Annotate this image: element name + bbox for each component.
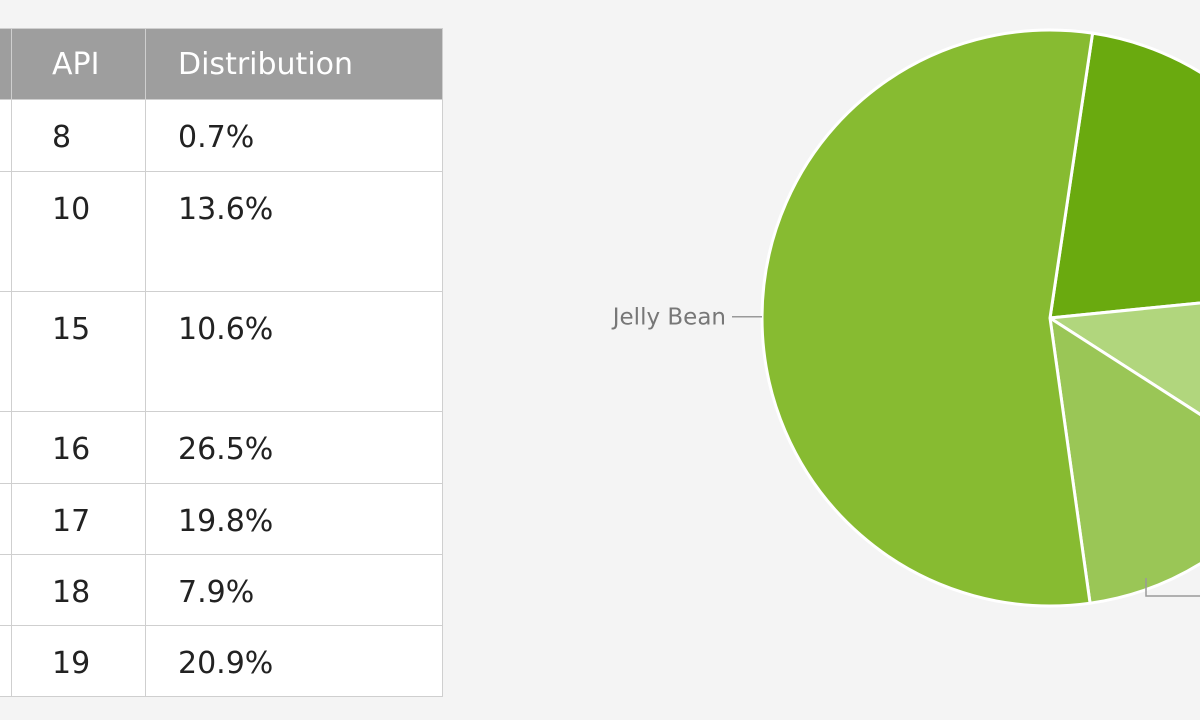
pie-slice-3 (760, 28, 1095, 608)
table-row: 15 10.6% (0, 291, 443, 412)
distribution-table: API Distribution 8 0.7% 10 13.6% 15 10.6… (0, 28, 443, 697)
api-cell: 18 (11, 554, 146, 626)
distribution-cell: 7.9% (145, 554, 443, 626)
column-header-distribution: Distribution (145, 28, 443, 100)
table-row: 17 19.8% (0, 483, 443, 555)
distribution-cell: 10.6% (145, 291, 443, 412)
distribution-cell: 26.5% (145, 411, 443, 484)
pie-slice-2 (1048, 316, 1200, 605)
distribution-cell: 19.8% (145, 483, 443, 555)
api-cell: 17 (11, 483, 146, 555)
table-row: 10 13.6% (0, 171, 443, 292)
table-row: 18 7.9% (0, 554, 443, 626)
distribution-cell: 20.9% (145, 625, 443, 697)
pie-slice-0 (1048, 31, 1200, 320)
api-cell: 10 (11, 171, 146, 292)
table-header-row: API Distribution (0, 28, 443, 100)
pie-slices (760, 28, 1200, 608)
distribution-cell: 0.7% (145, 99, 443, 172)
pie-slice-1 (1048, 301, 1200, 417)
pie-label-leader (1145, 578, 1200, 597)
pie-label: Jelly Bean (611, 305, 726, 331)
api-cell: 16 (11, 411, 146, 484)
pie-labels: Jelly Bean (611, 305, 1200, 597)
distribution-cell: 13.6% (145, 171, 443, 292)
table-row: 16 26.5% (0, 411, 443, 484)
api-cell: 15 (11, 291, 146, 412)
column-header-api: API (11, 28, 146, 100)
table-row: 19 20.9% (0, 625, 443, 697)
table-row: 8 0.7% (0, 99, 443, 172)
